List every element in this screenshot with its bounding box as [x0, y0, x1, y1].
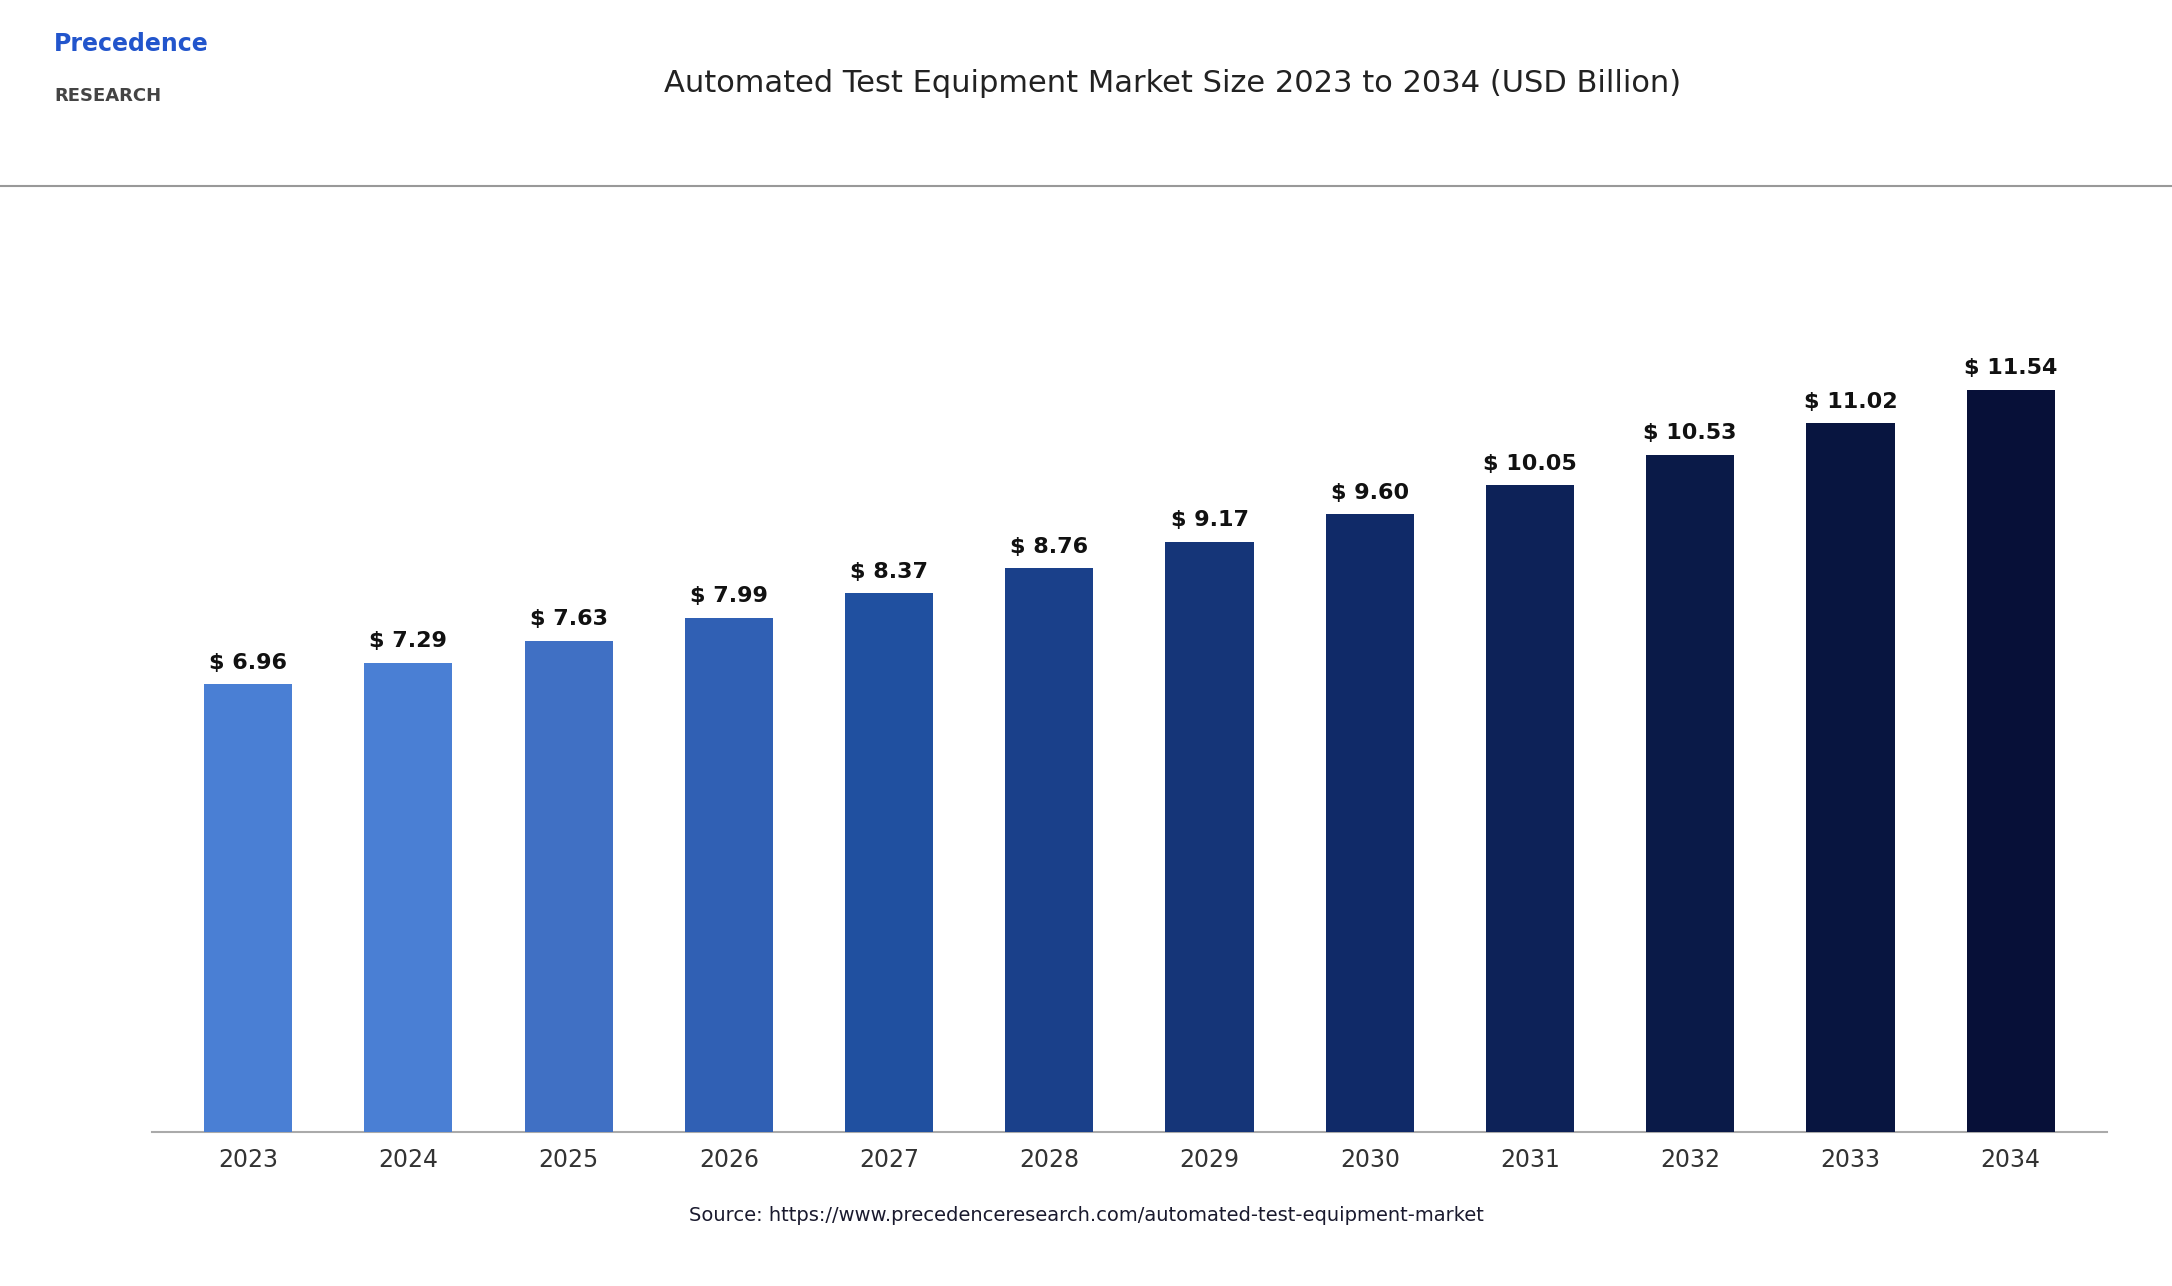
Text: Precedence: Precedence	[54, 32, 209, 57]
Bar	[1966, 390, 2055, 1132]
Text: $ 11.02: $ 11.02	[1803, 391, 1898, 412]
Text: $ 9.17: $ 9.17	[1171, 511, 1249, 531]
Text: $ 10.53: $ 10.53	[1644, 423, 1738, 442]
Text: RESEARCH: RESEARCH	[54, 87, 161, 105]
Bar	[1486, 485, 1575, 1132]
Bar	[845, 594, 934, 1132]
Bar	[684, 619, 773, 1132]
Text: $ 6.96: $ 6.96	[209, 652, 287, 673]
Bar	[1325, 514, 1414, 1132]
Text: Automated Test Equipment Market Size 2023 to 2034 (USD Billion): Automated Test Equipment Market Size 202…	[665, 69, 1681, 98]
Text: $ 7.29: $ 7.29	[369, 631, 447, 651]
Bar	[1006, 568, 1093, 1132]
Text: $ 8.76: $ 8.76	[1010, 536, 1088, 557]
Bar	[204, 684, 293, 1132]
Text: Source: https://www.precedenceresearch.com/automated-test-equipment-market: Source: https://www.precedenceresearch.c…	[689, 1206, 1483, 1224]
Bar	[526, 642, 613, 1132]
Bar	[1646, 455, 1733, 1132]
Bar	[365, 664, 452, 1132]
Text: $ 7.63: $ 7.63	[530, 610, 608, 630]
Text: $ 8.37: $ 8.37	[849, 562, 927, 583]
Text: $ 11.54: $ 11.54	[1963, 358, 2057, 378]
Text: $ 7.99: $ 7.99	[691, 586, 769, 606]
Bar	[1807, 423, 1894, 1132]
Text: $ 9.60: $ 9.60	[1331, 482, 1410, 503]
Bar	[1166, 543, 1253, 1132]
Text: $ 10.05: $ 10.05	[1483, 454, 1577, 475]
